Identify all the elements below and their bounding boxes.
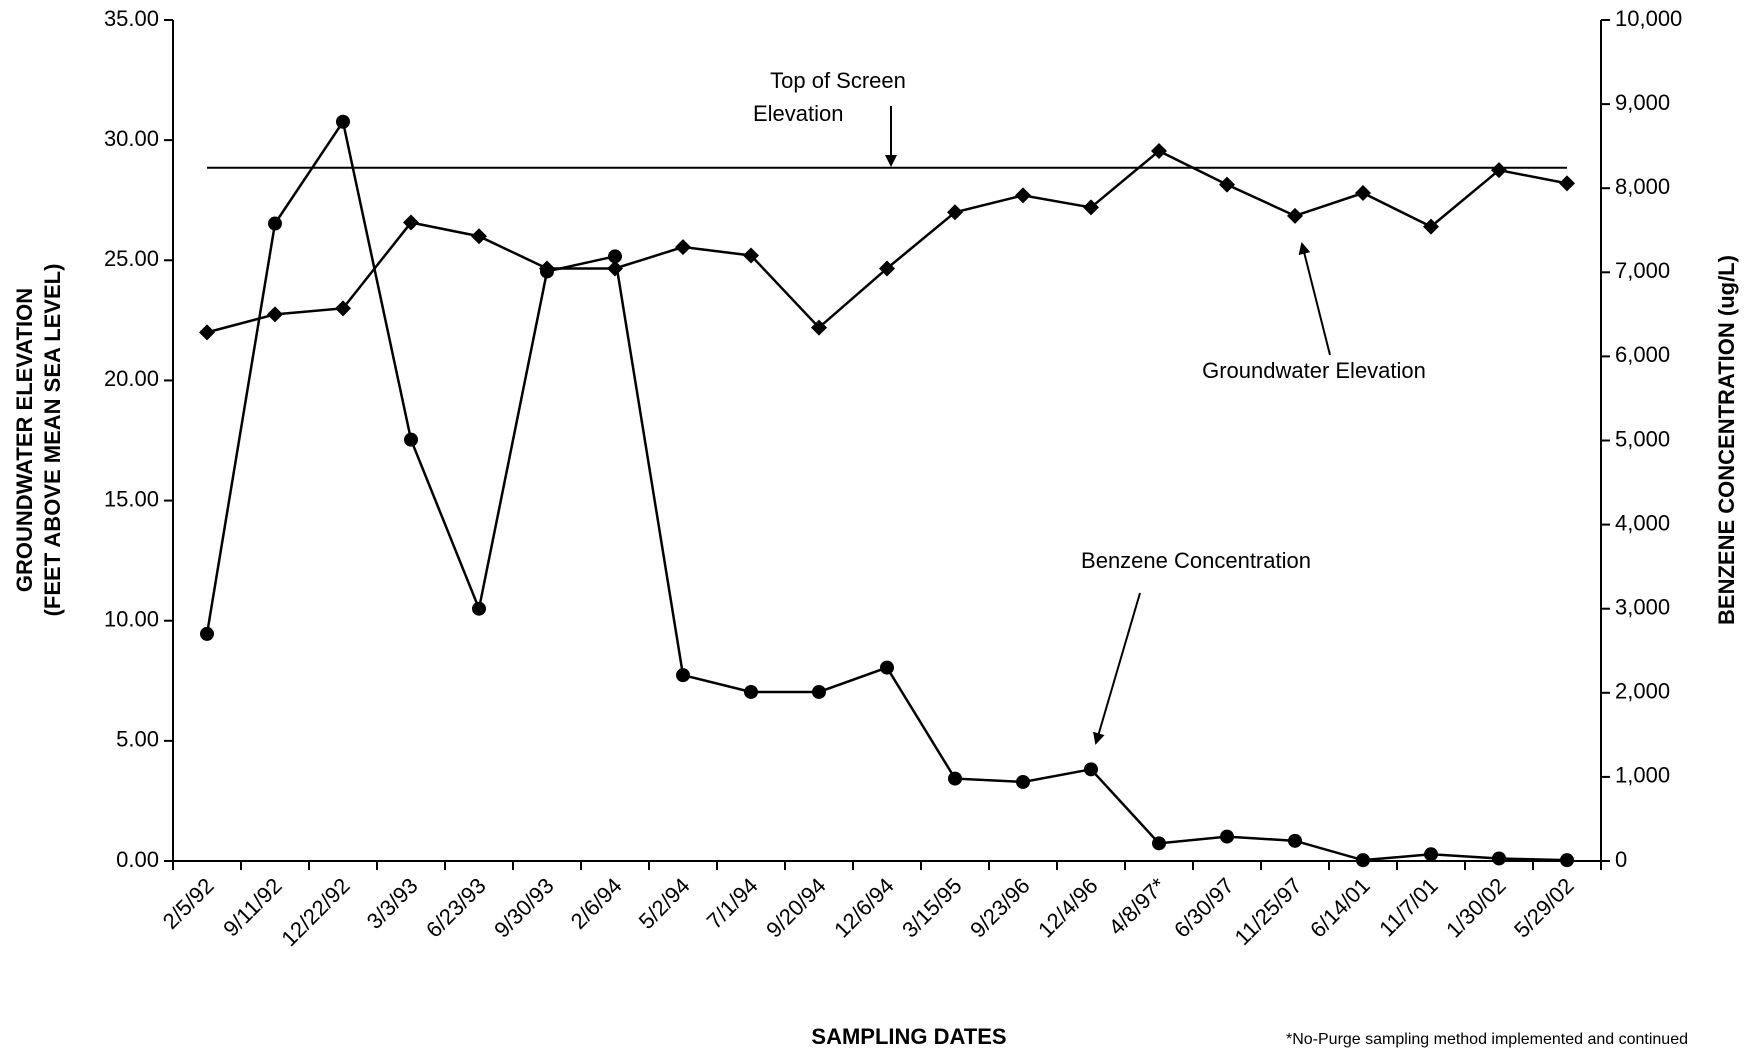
y-tick-label: 30.00 xyxy=(104,126,159,151)
x-tick-label: 6/14/01 xyxy=(1305,873,1375,943)
x-tick-label: 2/5/92 xyxy=(158,873,219,934)
data-point xyxy=(1016,774,1030,789)
footnote: *No-Purge sampling method implemented an… xyxy=(1286,1031,1688,1048)
series-line xyxy=(206,149,1568,334)
data-point xyxy=(471,228,487,245)
x-tick-label: 9/30/93 xyxy=(489,873,559,943)
y2-tick-label: 9,000 xyxy=(1615,90,1670,115)
data-point xyxy=(404,432,418,447)
y2-tick-label: 2,000 xyxy=(1615,679,1670,704)
data-point xyxy=(199,324,215,341)
data-point xyxy=(1084,762,1098,777)
data-point xyxy=(472,601,486,616)
data-point xyxy=(880,660,894,675)
data-point xyxy=(812,684,826,699)
x-tick-label: 2/6/94 xyxy=(566,873,627,934)
y2-tick-label: 5,000 xyxy=(1615,426,1670,451)
y2-tick-label: 6,000 xyxy=(1615,342,1670,367)
data-point xyxy=(268,216,282,231)
annotation: Elevation xyxy=(753,101,844,126)
data-point xyxy=(335,300,351,317)
x-tick-label: 12/4/96 xyxy=(1033,873,1103,943)
data-point xyxy=(1288,833,1302,848)
data-point xyxy=(1560,853,1574,868)
data-point xyxy=(1220,829,1234,844)
x-tick-label: 11/25/97 xyxy=(1230,873,1307,950)
y-tick-label: 5.00 xyxy=(116,727,159,752)
annotation: Top of Screen xyxy=(770,68,906,93)
data-point xyxy=(608,249,622,264)
data-point xyxy=(267,306,283,323)
y2-tick-label: 8,000 xyxy=(1615,174,1670,199)
y-tick-label: 15.00 xyxy=(104,486,159,511)
x-tick-label: 12/22/92 xyxy=(276,873,354,951)
y2-axis-label: BENZENE CONCENTRATION (ug/L) xyxy=(1714,255,1739,625)
data-point xyxy=(1492,851,1506,866)
y-tick-label: 25.00 xyxy=(104,246,159,271)
data-point xyxy=(1423,218,1439,235)
data-point xyxy=(811,319,827,336)
data-point xyxy=(540,264,554,279)
x-tick-label: 1/30/02 xyxy=(1441,873,1511,943)
annotation: Benzene Concentration xyxy=(1081,548,1311,573)
x-tick-label: 6/30/97 xyxy=(1169,873,1239,943)
data-point xyxy=(1355,185,1371,202)
data-point xyxy=(947,204,963,221)
y2-tick-label: 10,000 xyxy=(1615,6,1682,31)
y2-tick-label: 1,000 xyxy=(1615,763,1670,788)
data-point xyxy=(1083,199,1099,216)
data-point xyxy=(1287,207,1303,224)
x-tick-label: 3/15/95 xyxy=(897,873,967,943)
data-point xyxy=(879,260,895,277)
annotation: Groundwater Elevation xyxy=(1202,358,1426,383)
data-point xyxy=(1559,175,1575,192)
x-tick-label: 3/3/93 xyxy=(362,873,423,934)
x-tick-label: 11/7/01 xyxy=(1374,873,1442,941)
data-point xyxy=(1152,836,1166,851)
x-tick-label: 6/23/93 xyxy=(421,873,491,943)
data-point xyxy=(948,771,962,786)
annotation-arrow xyxy=(1093,592,1141,745)
y-axis-label: (FEET ABOVE MEAN SEA LEVEL) xyxy=(40,264,65,617)
x-tick-label: 9/20/94 xyxy=(761,873,831,943)
data-point xyxy=(1424,847,1438,862)
y-tick-label: 0.00 xyxy=(116,847,159,872)
y-tick-label: 10.00 xyxy=(104,607,159,632)
x-tick-label: 12/6/94 xyxy=(829,873,899,943)
data-point xyxy=(607,260,623,277)
data-point xyxy=(1356,853,1370,868)
x-tick-label: 5/29/02 xyxy=(1509,873,1579,943)
x-tick-label: 7/1/94 xyxy=(702,873,763,934)
data-point xyxy=(1219,176,1235,193)
y2-tick-label: 3,000 xyxy=(1615,595,1670,620)
y2-tick-label: 7,000 xyxy=(1615,258,1670,283)
x-tick-label: 9/11/92 xyxy=(218,873,286,941)
data-point xyxy=(1491,162,1507,179)
y2-tick-label: 0 xyxy=(1615,847,1627,872)
data-point xyxy=(1015,187,1031,204)
y-axis-label: GROUNDWATER ELEVATION xyxy=(12,288,37,592)
data-point xyxy=(403,214,419,231)
x-tick-label: 5/2/94 xyxy=(634,873,695,934)
data-point xyxy=(743,247,759,264)
data-point xyxy=(744,684,758,699)
y2-tick-label: 4,000 xyxy=(1615,510,1670,535)
data-point xyxy=(676,668,690,683)
data-point xyxy=(675,239,691,256)
data-point xyxy=(200,626,214,641)
series-line xyxy=(205,118,1568,862)
y-tick-label: 35.00 xyxy=(104,6,159,31)
annotation-arrow xyxy=(1298,242,1331,356)
x-tick-label: 9/23/96 xyxy=(965,873,1035,943)
data-point xyxy=(336,114,350,129)
data-point xyxy=(1151,142,1167,159)
x-axis-label: SAMPLING DATES xyxy=(811,1024,1006,1049)
y-tick-label: 20.00 xyxy=(104,366,159,391)
x-tick-label: 4/8/97* xyxy=(1104,873,1171,940)
